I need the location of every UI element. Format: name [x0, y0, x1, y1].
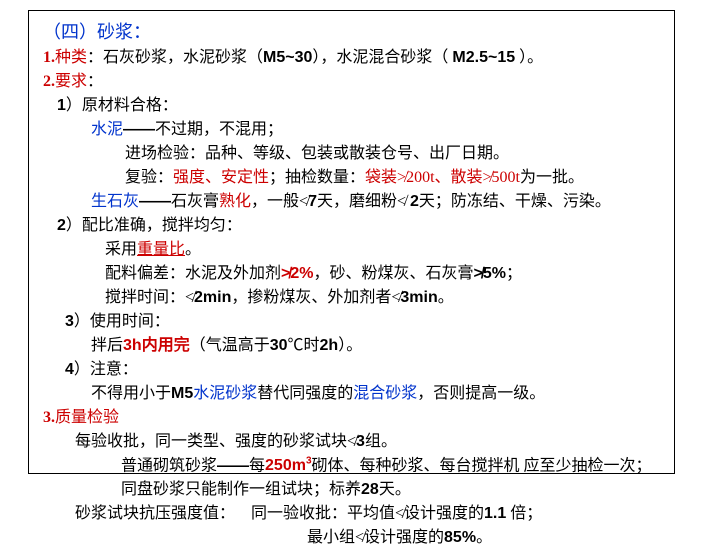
- quality-1: 每验收批，同一类型、强度的砂浆试块≮3组。: [43, 430, 660, 454]
- inspection: 进场检验：品种、等级、包装或散装仓号、出厂日期。: [43, 142, 660, 166]
- quality-5: 最小组≮设计强度的85%。: [43, 526, 660, 550]
- cement-line: 水泥——不过期，不混用；: [43, 118, 660, 142]
- section-3: 3.质量检验: [43, 406, 660, 430]
- quality-3: 同盘砂浆只能制作一组试块；标养28天。: [43, 478, 660, 502]
- point-1: 1）原材料合格：: [43, 94, 660, 118]
- title-number: （四）砂浆：: [43, 22, 151, 42]
- section-2: 2.要求：: [43, 70, 660, 94]
- use-time: 拌后3h内用完（气温高于30℃时2h）。: [43, 334, 660, 358]
- title: （四）砂浆：: [43, 19, 660, 46]
- document-frame: （四）砂浆： 1.种类：石灰砂浆，水泥砂浆（M5~30），水泥混合砂浆（ M2.…: [28, 10, 675, 474]
- lime-line: 生石灰——石灰膏熟化，一般≮7天，磨细粉≮ 2天；防冻结、干燥、污染。: [43, 190, 660, 214]
- note: 不得用小于M5水泥砂浆替代同强度的混合砂浆，否则提高一级。: [43, 382, 660, 406]
- section-1: 1.种类：石灰砂浆，水泥砂浆（M5~30），水泥混合砂浆（ M2.5~15 ）。: [43, 46, 660, 70]
- s1-num: 1.: [43, 49, 55, 66]
- ratio: 采用重量比。: [43, 238, 660, 262]
- recheck: 复验：强度、安定性；抽检数量：袋装≯200t、散装≯500t为一批。: [43, 166, 660, 190]
- quality-4: 砂浆试块抗压强度值： 同一验收批：平均值≮设计强度的1.1 倍；: [43, 502, 660, 526]
- point-4: 4）注意：: [43, 358, 660, 382]
- point-2: 2）配比准确，搅拌均匀：: [43, 214, 660, 238]
- quantity: 袋装≯200t、散装≯500t: [365, 169, 520, 186]
- mix-deviation: 配料偏差：水泥及外加剂≯2%，砂、粉煤灰、石灰膏≯5%；: [43, 262, 660, 286]
- stir-time: 搅拌时间：≮2min，掺粉煤灰、外加剂者≮3min。: [43, 286, 660, 310]
- s1-label: 种类: [55, 49, 87, 66]
- point-3: 3）使用时间：: [43, 310, 660, 334]
- quality-2: 普通砌筑砂浆——每250m3砌体、每种砂浆、每台搅拌机 应至少抽检一次；: [43, 454, 660, 478]
